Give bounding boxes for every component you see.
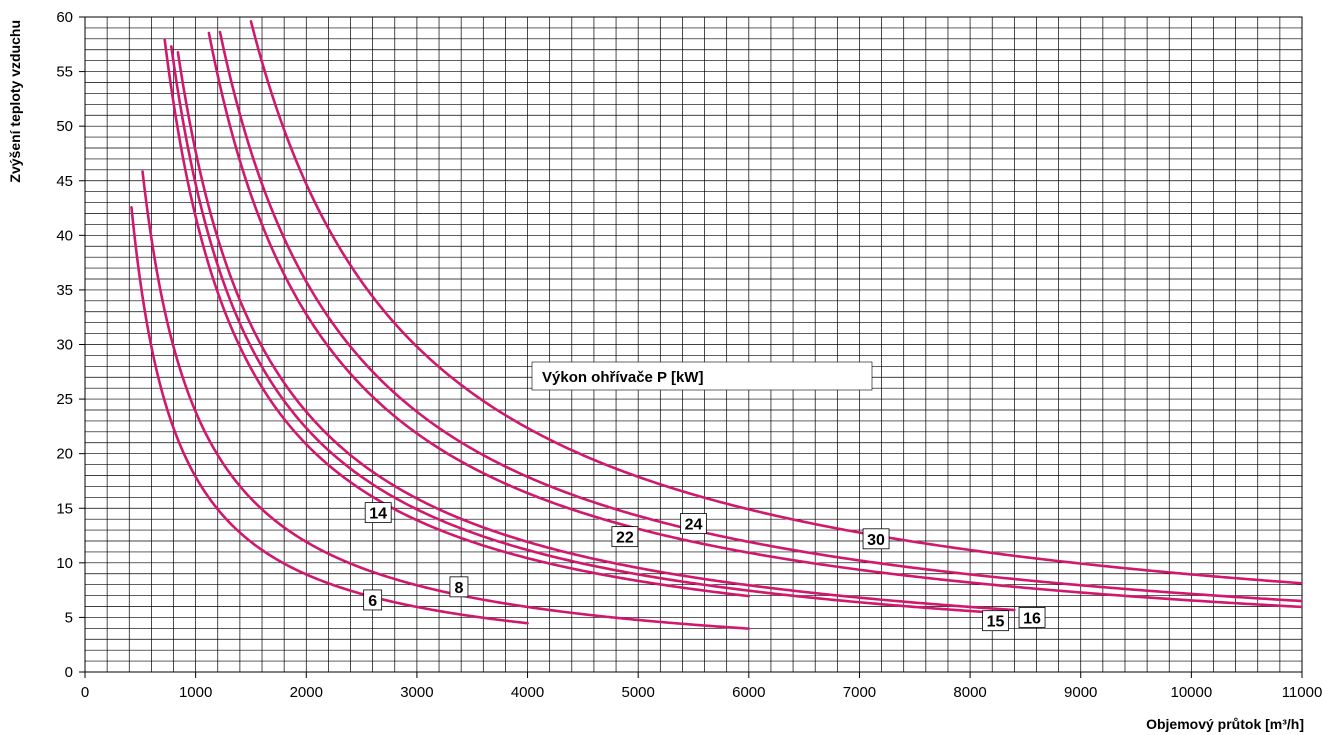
y-axis-ticks: 0 5 10 15 20 25 30 35 40 45 50 55 60	[56, 9, 85, 681]
y-tick-label: 50	[56, 118, 73, 135]
x-tick-label: 1000	[179, 684, 212, 701]
series-line-8	[141, 170, 751, 630]
curve-labels: 6 8 14 15 16 22 24 30	[363, 502, 1046, 632]
curve-label-8: 8	[449, 576, 469, 598]
curves	[130, 20, 1302, 630]
x-axis-title-text: Objemový průtok [m³/h]	[1146, 716, 1304, 732]
curve-label-16: 16	[1018, 607, 1046, 628]
x-tick-label: 11000	[1282, 684, 1323, 701]
y-tick-label: 35	[56, 282, 73, 299]
series-line-22	[207, 31, 1302, 609]
curve-label-text: 24	[685, 517, 703, 534]
y-tick-label: 60	[56, 9, 73, 26]
x-tick-label: 9000	[1064, 684, 1097, 701]
y-tick-label: 40	[56, 227, 73, 244]
y-tick-label: 20	[56, 446, 73, 463]
curve-label-text: 15	[987, 614, 1005, 631]
series-line-15	[170, 45, 1005, 615]
y-tick-label: 15	[56, 500, 73, 517]
legend-box: Výkon ohřívače P [kW]	[531, 361, 873, 391]
curve-label-6: 6	[363, 589, 383, 611]
x-axis-title: Objemový průtok [m³/h]	[1146, 716, 1304, 732]
y-tick-label: 5	[65, 609, 73, 626]
x-tick-label: 10000	[1171, 684, 1213, 701]
x-tick-label: 0	[81, 684, 89, 701]
series-line-16	[176, 51, 1016, 612]
x-tick-label: 4000	[511, 684, 544, 701]
series-line-14	[163, 38, 751, 598]
grid	[84, 16, 1303, 673]
y-tick-label: 0	[65, 664, 73, 681]
curve-label-text: 16	[1023, 610, 1041, 627]
x-axis-ticks: 0 1000 2000 3000 4000 5000 6000 7000 8000 9000 100…	[81, 672, 1322, 701]
y-tick-label: 25	[56, 391, 73, 408]
x-tick-label: 3000	[400, 684, 433, 701]
x-tick-label: 5000	[621, 684, 654, 701]
x-tick-label: 7000	[843, 684, 876, 701]
curve-label-14: 14	[364, 502, 392, 524]
curve-label-15: 15	[982, 610, 1009, 632]
curve-label-30: 30	[862, 528, 890, 550]
y-tick-label: 45	[56, 173, 73, 190]
y-tick-label: 55	[56, 64, 73, 81]
series-line-24	[218, 30, 1302, 603]
x-tick-label: 2000	[290, 684, 323, 701]
curve-label-text: 22	[616, 530, 634, 547]
x-tick-label: 6000	[732, 684, 765, 701]
curve-label-text: 14	[369, 506, 387, 523]
curve-label-text: 8	[454, 580, 463, 597]
x-tick-label: 8000	[953, 684, 986, 701]
y-tick-label: 10	[56, 555, 73, 572]
curve-label-22: 22	[611, 526, 639, 548]
legend-title: Výkon ohřívače P [kW]	[542, 369, 703, 386]
legend-box-background	[531, 361, 873, 391]
curve-label-24: 24	[680, 513, 707, 534]
y-tick-label: 30	[56, 337, 73, 354]
series-line-6	[130, 205, 529, 625]
curve-label-text: 30	[867, 532, 885, 549]
curve-label-text: 6	[368, 593, 377, 610]
series-line-30	[249, 20, 1302, 585]
y-axis-title: Zvýšení teploty vzduchu	[7, 20, 23, 183]
